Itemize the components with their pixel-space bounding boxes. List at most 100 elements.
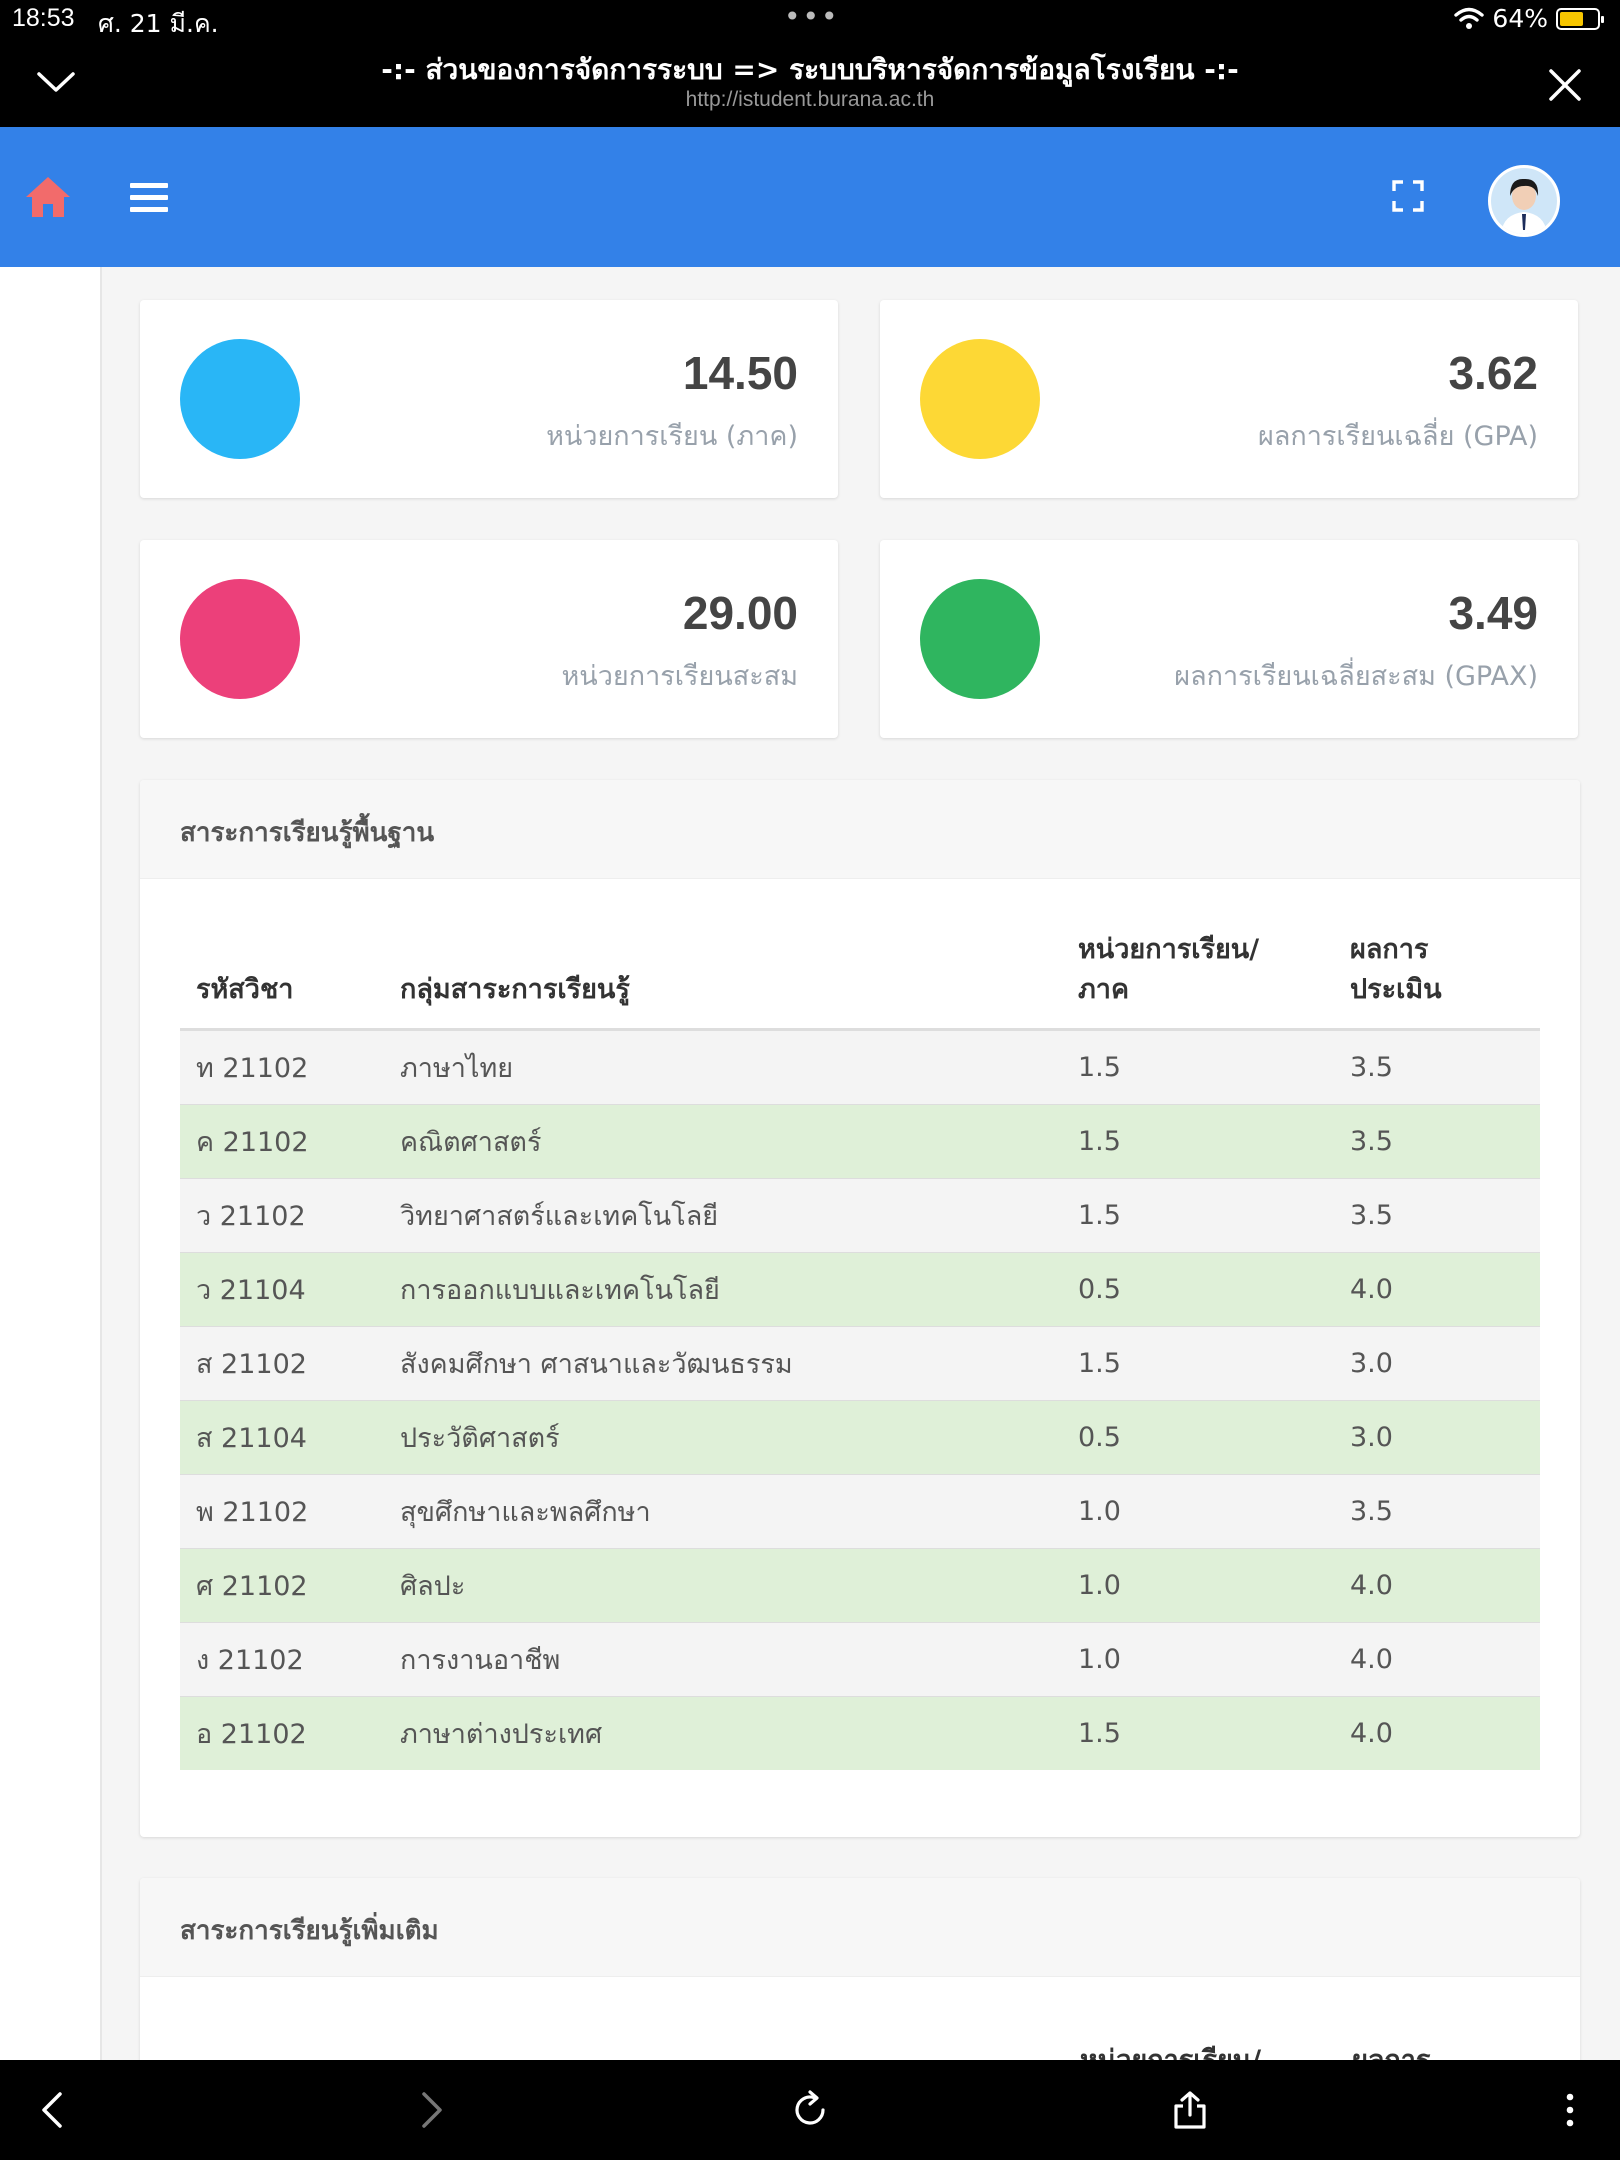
status-indicators: 64% <box>1454 4 1604 33</box>
cell-subject: ประวัติศาสตร์ <box>384 1400 1062 1475</box>
stat-value: 3.62 <box>1448 347 1538 399</box>
home-icon[interactable] <box>24 175 72 219</box>
col-header-result: ผลการ ประเมิน <box>1334 930 1540 1031</box>
col-header-group: กลุ่มสาระการเรียนรู้ <box>384 930 1062 1031</box>
panel-title: สาระการเรียนรู้เพิ่มเติม <box>180 1916 439 1946</box>
table-row: ท 21102 ภาษาไทย 1.5 3.5 <box>180 1029 1540 1105</box>
stat-label: หน่วยการเรียน (ภาค) <box>546 421 798 452</box>
battery-percent: 64% <box>1492 4 1548 33</box>
table-row: ว 21104 การออกแบบและเทคโนโลยี 0.5 4.0 <box>180 1252 1540 1327</box>
cell-code: ค 21102 <box>180 1104 384 1179</box>
cell-subject: สุขศึกษาและพลศึกษา <box>384 1474 1062 1549</box>
multitask-dots-icon[interactable]: ••• <box>784 0 840 33</box>
cell-subject: การงานอาชีพ <box>384 1622 1062 1697</box>
panel-header: สาระการเรียนรู้พื้นฐาน <box>140 780 1580 879</box>
table-row: ค 21102 คณิตศาสตร์ 1.5 3.5 <box>180 1104 1540 1179</box>
cell-grade: 3.5 <box>1334 1178 1540 1253</box>
share-icon[interactable] <box>1170 2090 1210 2130</box>
stat-value: 14.50 <box>682 347 798 399</box>
cell-grade: 3.0 <box>1334 1400 1540 1475</box>
table-row: ส 21102 สังคมศึกษา ศาสนาและวัฒนธรรม 1.5 … <box>180 1326 1540 1401</box>
fullscreen-icon[interactable] <box>1392 180 1424 212</box>
panel-header: สาระการเรียนรู้เพิ่มเติม <box>140 1878 1580 1977</box>
cell-grade: 3.5 <box>1334 1474 1540 1549</box>
col-header-credit: หน่วยการเรียน/ภาค <box>1062 930 1334 1031</box>
cell-code: ง 21102 <box>180 1622 384 1697</box>
stat-card-credits-total: 29.00 หน่วยการเรียนสะสม <box>140 540 838 738</box>
cell-code: อ 21102 <box>180 1696 384 1770</box>
pink-circle-icon <box>180 579 300 699</box>
reload-icon[interactable] <box>790 2090 830 2130</box>
cell-grade: 3.0 <box>1334 1326 1540 1401</box>
blue-circle-icon <box>180 339 300 459</box>
cell-grade: 4.0 <box>1334 1252 1540 1327</box>
stat-value: 3.49 <box>1448 587 1538 639</box>
stat-card-gpax: 3.49 ผลการเรียนเฉลี่ยสะสม (GPAX) <box>880 540 1578 738</box>
back-icon[interactable] <box>34 2090 74 2130</box>
status-date: ศ. 21 มี.ค. <box>98 9 219 38</box>
stat-label: ผลการเรียนเฉลี่ยสะสม (GPAX) <box>1174 661 1538 692</box>
avatar[interactable] <box>1488 165 1560 237</box>
stat-label: หน่วยการเรียนสะสม <box>561 661 798 692</box>
cell-code: ว 21104 <box>180 1252 384 1327</box>
cell-credit: 1.0 <box>1062 1622 1334 1697</box>
table-row: ศ 21102 ศิลปะ 1.0 4.0 <box>180 1548 1540 1623</box>
yellow-circle-icon <box>920 339 1040 459</box>
cell-subject: คณิตศาสตร์ <box>384 1104 1062 1179</box>
stat-card-gpa: 3.62 ผลการเรียนเฉลี่ย (GPA) <box>880 300 1578 498</box>
table-row: อ 21102 ภาษาต่างประเทศ 1.5 4.0 <box>180 1696 1540 1770</box>
cell-credit: 1.5 <box>1062 1029 1334 1105</box>
page-title: -:- ส่วนของการจัดการระบบ => ระบบบริหารจั… <box>381 53 1239 86</box>
cell-code: ส 21102 <box>180 1326 384 1401</box>
grades-table: รหัสวิชา กลุ่มสาระการเรียนรู้ หน่วยการเร… <box>180 930 1540 1770</box>
cell-subject: สังคมศึกษา ศาสนาและวัฒนธรรม <box>384 1326 1062 1401</box>
cell-subject: ภาษาต่างประเทศ <box>384 1696 1062 1770</box>
cell-grade: 4.0 <box>1334 1548 1540 1623</box>
wifi-icon <box>1454 7 1485 29</box>
battery-icon <box>1556 7 1604 30</box>
table-row: ง 21102 การงานอาชีพ 1.0 4.0 <box>180 1622 1540 1697</box>
page-url: http://istudent.burana.ac.th <box>685 88 935 111</box>
cell-credit: 1.0 <box>1062 1474 1334 1549</box>
cell-credit: 0.5 <box>1062 1400 1334 1475</box>
table-row: ส 21104 ประวัติศาสตร์ 0.5 3.0 <box>180 1400 1540 1475</box>
cell-credit: 1.5 <box>1062 1178 1334 1253</box>
stat-card-credits-term: 14.50 หน่วยการเรียน (ภาค) <box>140 300 838 498</box>
forward-icon[interactable] <box>410 2090 450 2130</box>
cell-credit: 1.5 <box>1062 1104 1334 1179</box>
cell-code: ศ 21102 <box>180 1548 384 1623</box>
basic-subjects-panel: สาระการเรียนรู้พื้นฐาน รหัสวิชา กลุ่มสาร… <box>140 780 1580 1837</box>
browser-toolbar <box>0 2060 1620 2160</box>
panel-title: สาระการเรียนรู้พื้นฐาน <box>180 818 435 848</box>
table-row: พ 21102 สุขศึกษาและพลศึกษา 1.0 3.5 <box>180 1474 1540 1549</box>
cell-grade: 4.0 <box>1334 1696 1540 1770</box>
status-time: 18:53 <box>12 4 75 32</box>
col-header-code: รหัสวิชา <box>180 930 384 1031</box>
cell-subject: วิทยาศาสตร์และเทคโนโลยี <box>384 1178 1062 1253</box>
table-header-row: รหัสวิชา กลุ่มสาระการเรียนรู้ หน่วยการเร… <box>180 930 1540 1031</box>
sidebar <box>0 267 102 2060</box>
cell-credit: 1.5 <box>1062 1326 1334 1401</box>
chevron-down-icon[interactable] <box>36 70 76 94</box>
cell-code: ท 21102 <box>180 1029 384 1105</box>
cell-code: ว 21102 <box>180 1178 384 1253</box>
stat-label: ผลการเรียนเฉลี่ย (GPA) <box>1258 421 1538 452</box>
browser-header: 18:53 ศ. 21 มี.ค. ••• 64% -:- ส่วนของการ… <box>0 0 1620 127</box>
cell-subject: ภาษาไทย <box>384 1029 1062 1105</box>
cell-credit: 0.5 <box>1062 1252 1334 1327</box>
cell-credit: 1.5 <box>1062 1696 1334 1770</box>
green-circle-icon <box>920 579 1040 699</box>
stat-value: 29.00 <box>682 587 798 639</box>
app-navbar <box>0 127 1620 267</box>
cell-code: ส 21104 <box>180 1400 384 1475</box>
cell-code: พ 21102 <box>180 1474 384 1549</box>
more-icon[interactable] <box>1550 2090 1590 2130</box>
table-row: ว 21102 วิทยาศาสตร์และเทคโนโลยี 1.5 3.5 <box>180 1178 1540 1253</box>
user-avatar-icon <box>1491 168 1557 234</box>
cell-subject: ศิลปะ <box>384 1548 1062 1623</box>
cell-subject: การออกแบบและเทคโนโลยี <box>384 1252 1062 1327</box>
cell-credit: 1.0 <box>1062 1548 1334 1623</box>
close-icon[interactable] <box>1548 68 1582 102</box>
cell-grade: 4.0 <box>1334 1622 1540 1697</box>
menu-icon[interactable] <box>130 181 168 213</box>
